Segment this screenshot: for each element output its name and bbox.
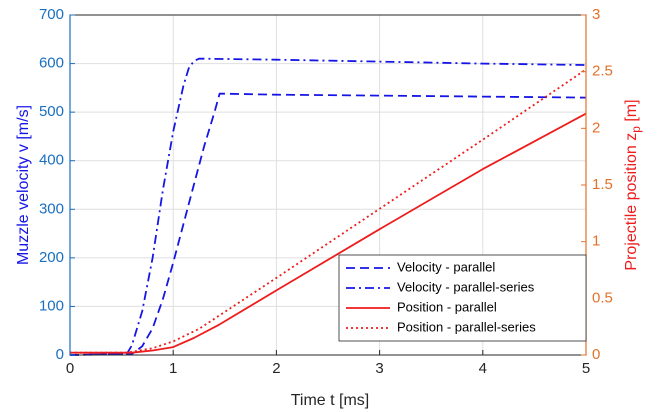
y-left-tick-label: 200 (39, 249, 64, 266)
legend-label: Position - parallel (397, 299, 497, 314)
y-left-tick-label: 300 (39, 200, 64, 217)
y-left-tick-label: 0 (56, 346, 64, 363)
x-axis-title: Time t [ms] (291, 392, 370, 409)
y-right-tick-label: 3 (592, 6, 600, 23)
y-left-tick-label: 100 (39, 297, 64, 314)
y-left-tick-label: 700 (39, 6, 64, 23)
y-right-tick-label: 1 (592, 233, 600, 250)
series-line-position-parallel (70, 112, 587, 354)
series-layer (69, 57, 587, 356)
legend-label: Velocity - parallel (397, 259, 495, 274)
y-left-tick-label: 500 (39, 103, 64, 120)
y-axis-right-title: Projectile position zp [m] (623, 99, 643, 270)
y-right-tick-label: 1.5 (592, 176, 613, 193)
x-tick-label: 4 (479, 360, 487, 377)
x-tick-label: 2 (272, 360, 280, 377)
legend: Velocity - parallel Velocity - parallel-s… (338, 254, 587, 342)
y-right-tick-label: 2.5 (592, 63, 613, 80)
y-left-tick-label: 600 (39, 55, 64, 72)
x-tick-label: 0 (66, 360, 74, 377)
series-line-velocity-parallel (69, 92, 587, 356)
x-tick-label: 3 (375, 360, 383, 377)
y-left-tick-label: 400 (39, 152, 64, 169)
y-right-tick-label: 2 (592, 119, 600, 136)
legend-box (338, 254, 587, 342)
y-right-tick-label: 0.5 (592, 289, 613, 306)
legend-label: Velocity - parallel-series (397, 279, 535, 294)
y-axis-left-title: Muzzle velocity v [m/s] (15, 105, 32, 265)
legend-label: Position - parallel-series (397, 319, 536, 334)
x-tick-label: 5 (582, 360, 590, 377)
series-line-velocity-parallel-series (69, 57, 587, 356)
x-tick-label: 1 (169, 360, 177, 377)
y-right-tick-label: 0 (592, 346, 600, 363)
